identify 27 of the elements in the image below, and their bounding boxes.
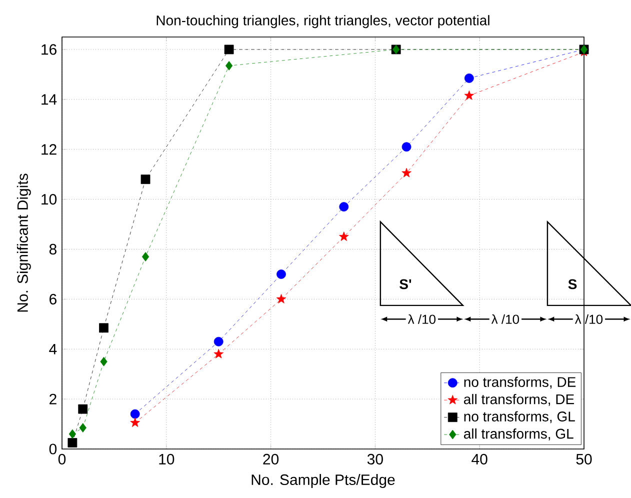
x-tick-label: 40 [472,454,488,464]
x-axis-title: No. Sample Pts/Edge [252,474,395,488]
y-tick-label: 10 [42,194,57,205]
annotation: λ /10 [408,314,436,324]
y-tick-label: 2 [50,394,56,404]
x-tick-label: 50 [576,454,592,464]
x-tick-label: 20 [263,454,279,464]
y-tick-label: 0 [49,444,57,454]
x-tick-label: 30 [367,454,383,464]
annotation: S [568,279,577,290]
chart-title: Non-touching triangles, right triangles, vector potential [156,15,490,28]
y-tick-label: 4 [49,344,57,354]
x-tick-label: 10 [159,454,174,464]
annotation: S' [400,279,412,290]
annotation: λ /10 [574,314,603,324]
y-tick-label: 16 [42,44,56,55]
y-tick-label: 14 [42,94,57,105]
y-tick-label: 12 [42,144,56,155]
y-tick-label: 8 [49,244,56,255]
y-tick-label: 6 [50,294,56,304]
legend-label: all transforms, GL [464,428,574,440]
annotation: λ /10 [491,314,520,324]
x-tick-label: 0 [58,454,66,464]
legend-label: no transforms, GL [464,411,575,424]
legend-label: all transforms, DE [464,394,574,406]
y-axis-title: No. Significant Digits [16,174,31,312]
legend-label: no transforms, DE [464,376,576,389]
